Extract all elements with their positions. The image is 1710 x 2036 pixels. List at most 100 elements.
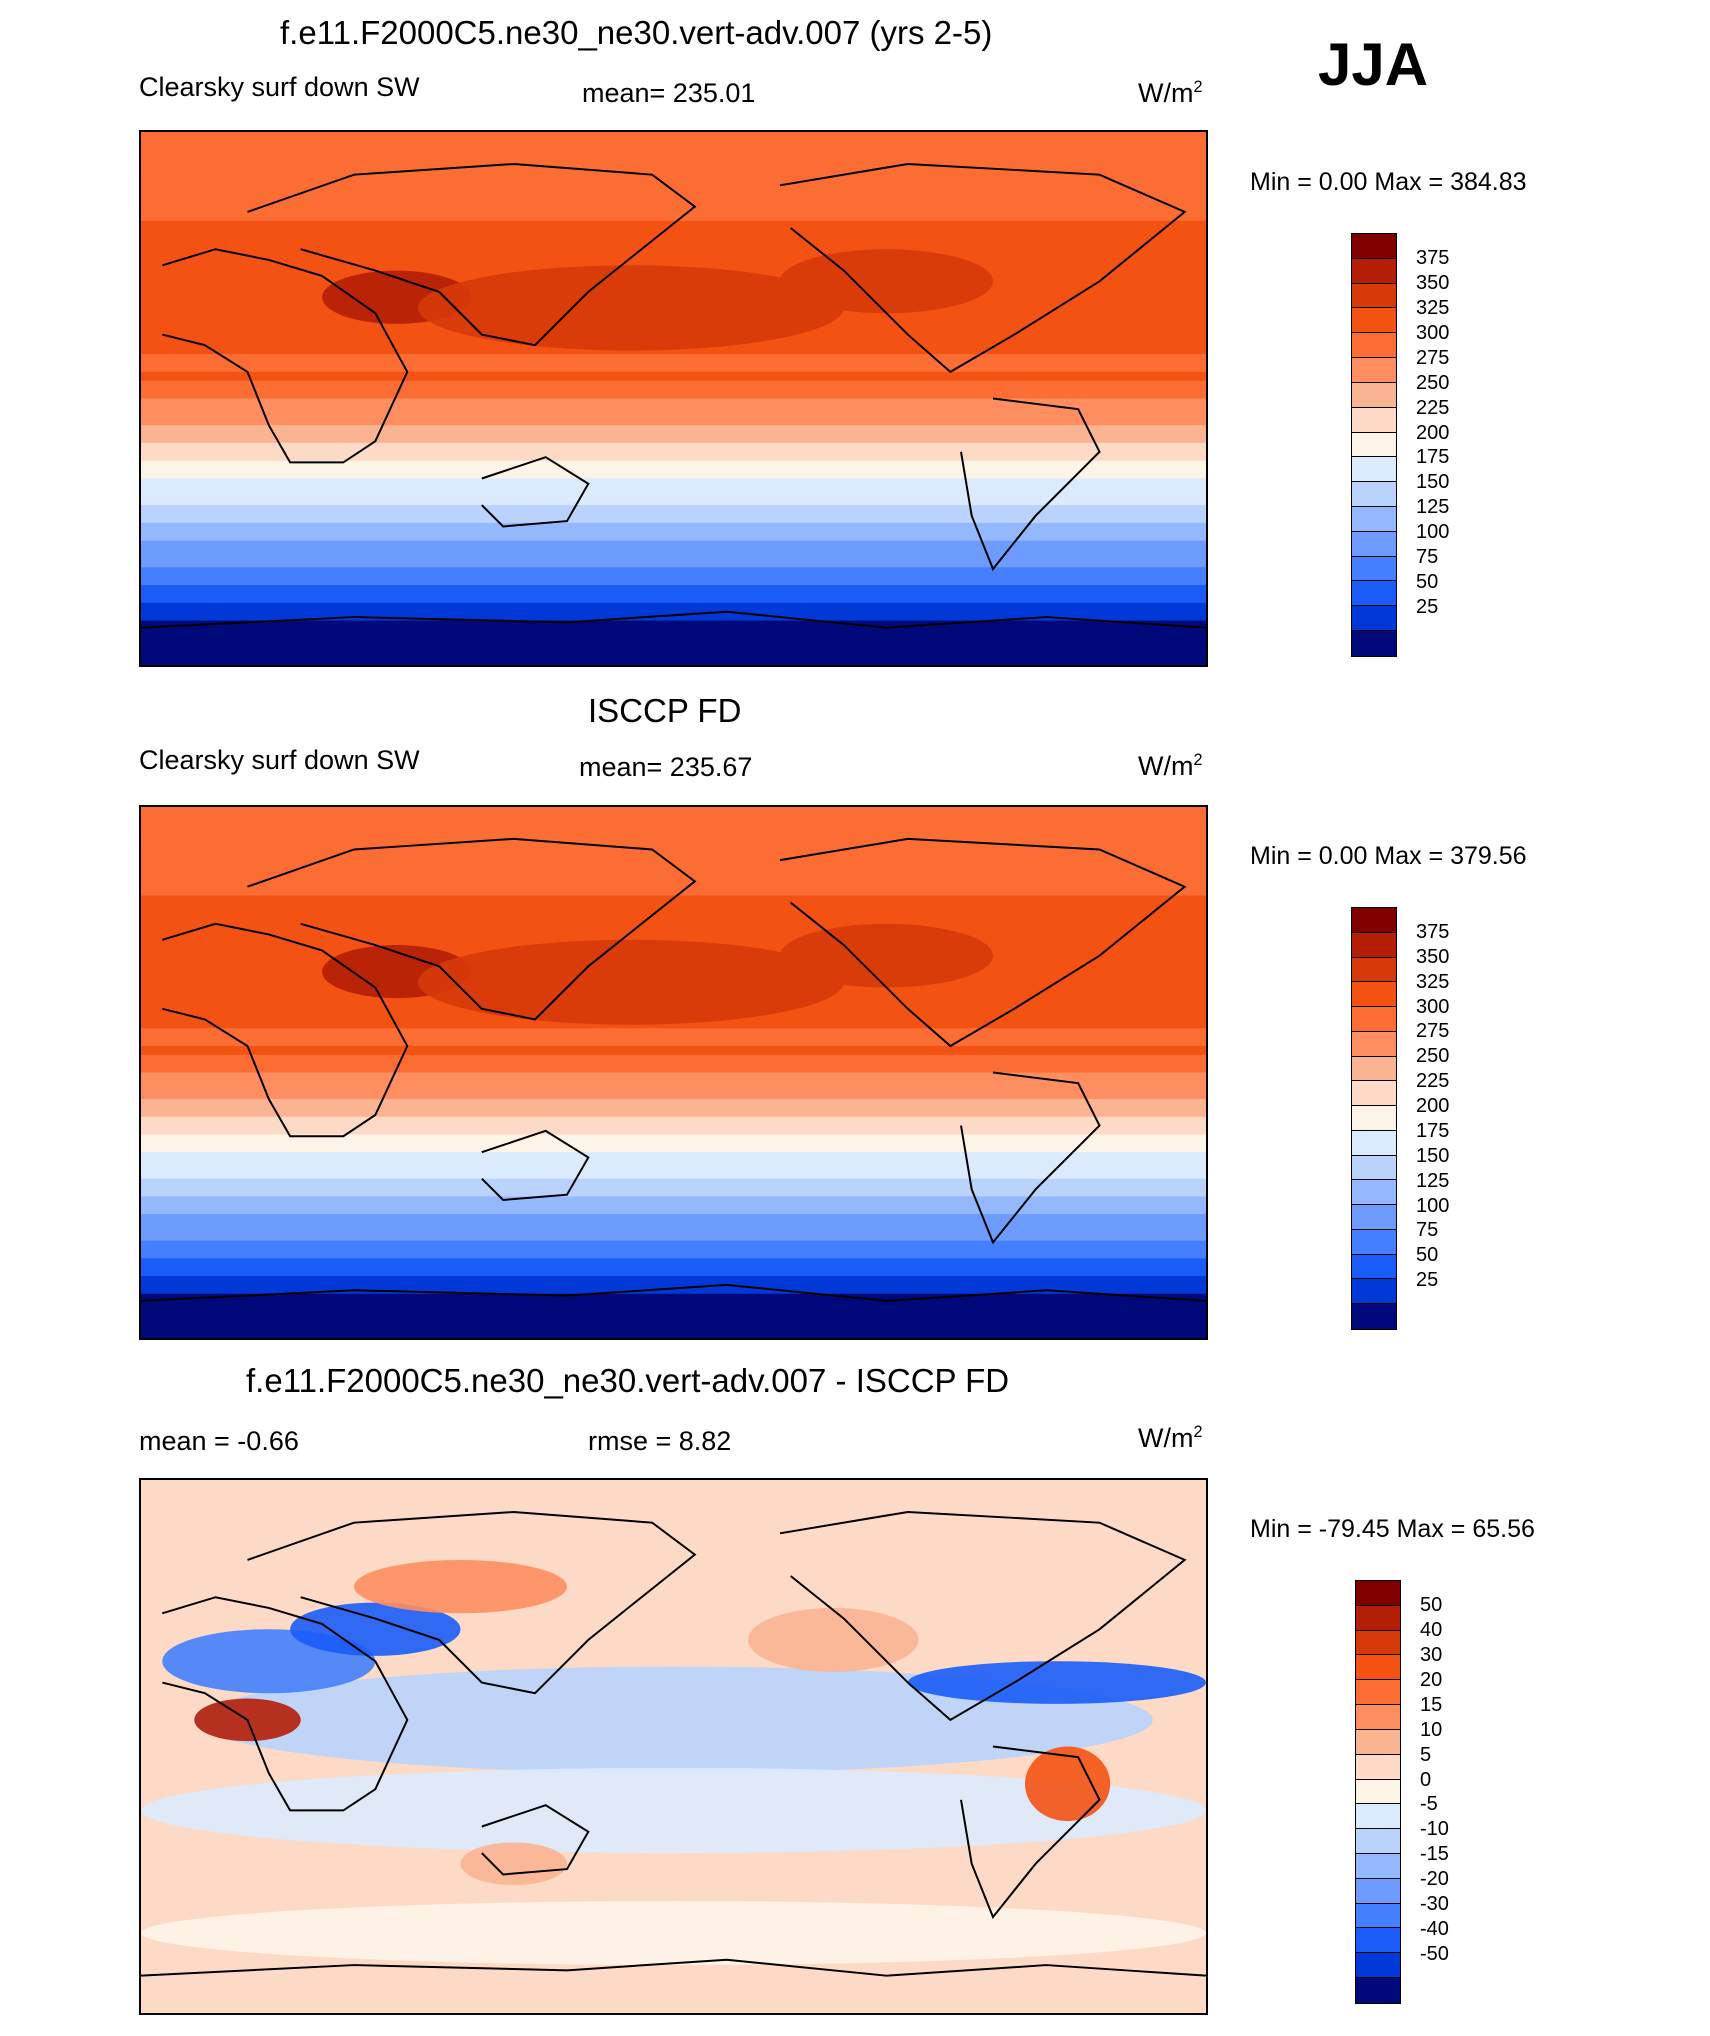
colorbar-tick-label: 10 (1420, 1718, 1443, 1741)
field-band (141, 638, 1206, 649)
colorbar-tick-label: 100 (1416, 521, 1450, 544)
panel-1-field (141, 132, 1206, 665)
field-blob (354, 1559, 567, 1614)
panel-2-map (139, 805, 1208, 1340)
colorbar-tick-label: 250 (1416, 371, 1450, 394)
colorbar-segment (1352, 1180, 1396, 1205)
coastline (141, 1283, 1206, 1302)
colorbar-segment (1352, 1205, 1396, 1230)
colorbar-segment (1352, 482, 1396, 507)
field-band (141, 247, 1206, 258)
panel-2-field (141, 807, 1206, 1338)
field-band (141, 842, 1206, 853)
colorbar-segment (1352, 606, 1396, 631)
field-band (141, 469, 1206, 480)
colorbar-segment (1352, 1155, 1396, 1181)
coastline (779, 162, 1187, 374)
field-band (141, 1037, 1206, 1047)
colorbar-tick-label: 325 (1416, 970, 1450, 993)
field-band (141, 1196, 1206, 1207)
colorbar-tick-label: 350 (1416, 945, 1450, 968)
field-band (141, 460, 1206, 471)
colorbar-tick-label: 0 (1420, 1768, 1432, 1791)
field-band (141, 203, 1206, 213)
colorbar-tick-label: 5 (1420, 1743, 1432, 1766)
field-band (141, 1249, 1206, 1260)
colorbar-segment (1356, 1605, 1400, 1631)
colorbar-tick-label: 20 (1420, 1668, 1443, 1691)
field-band (141, 1222, 1206, 1233)
field-band (141, 434, 1206, 444)
field-band (141, 1329, 1206, 1338)
panel-2-title: ISCCP FD (588, 692, 742, 729)
panel-1-mean-label: mean= 235.01 (582, 78, 756, 108)
colorbar-segment (1356, 1779, 1400, 1805)
coastline (162, 248, 409, 464)
colorbar-segment (1356, 1804, 1400, 1830)
field-band (141, 398, 1206, 409)
colorbar-tick-label: 225 (1416, 396, 1450, 419)
field-band (141, 531, 1206, 542)
colorbar-tick-label: 375 (1416, 246, 1450, 269)
colorbar-tick-label: 25 (1416, 1269, 1439, 1292)
field-band (141, 886, 1206, 897)
field-band (141, 1205, 1206, 1216)
field-bands (141, 807, 1206, 1338)
field-band (141, 1240, 1206, 1251)
field-band (141, 229, 1206, 240)
season-label: JJA (1318, 31, 1429, 98)
field-band (141, 620, 1206, 631)
field-blob (141, 1767, 1206, 1854)
field-band (141, 877, 1206, 888)
field-band (141, 558, 1206, 569)
coastline (481, 1804, 590, 1876)
colorbar-tick-label: 75 (1416, 1219, 1439, 1242)
panel-3-rmse-label: rmse = 8.82 (588, 1426, 732, 1456)
colorbar-segment (1352, 932, 1396, 958)
field-band (141, 1019, 1206, 1030)
field-band (141, 1231, 1206, 1242)
field-bands (141, 1480, 1206, 2013)
field-band (141, 1116, 1206, 1127)
colorbar-segment (1352, 1229, 1396, 1255)
field-blob (417, 265, 844, 351)
field-band (141, 593, 1206, 604)
coastline (141, 1958, 1206, 1977)
field-band (141, 1099, 1206, 1109)
coastline (960, 1071, 1101, 1245)
colorbar-tick-label: 125 (1416, 496, 1450, 519)
colorbar-segment (1352, 333, 1396, 359)
colorbar-segment (1352, 506, 1396, 532)
field-band (141, 354, 1206, 364)
field-band (141, 416, 1206, 427)
field-band (141, 371, 1206, 382)
field-band (141, 1081, 1206, 1092)
field-band (141, 815, 1206, 826)
coastline (960, 1745, 1101, 1919)
field-blob (907, 1661, 1206, 1704)
colorbar-segment (1356, 1729, 1400, 1755)
colorbar-tick-label: 50 (1420, 1593, 1443, 1616)
field-band (141, 1107, 1206, 1118)
panel-3-mean-label: mean = -0.66 (139, 1426, 299, 1456)
colorbar-tick-label: 100 (1416, 1194, 1450, 1217)
field-band (141, 647, 1206, 658)
colorbar-segment (1356, 1928, 1400, 1954)
colorbar-segment (1352, 1106, 1396, 1131)
colorbar-segment (1352, 234, 1396, 259)
field-blob (748, 1607, 919, 1672)
colorbar-segment (1356, 1878, 1400, 1904)
panel-1-units: W/m2 (1138, 78, 1203, 108)
field-band (141, 1258, 1206, 1269)
field-band (141, 611, 1206, 622)
colorbar-tick-label: 200 (1416, 1095, 1450, 1118)
colorbar-tick-label: 225 (1416, 1070, 1450, 1093)
field-band (141, 1284, 1206, 1295)
field-band (141, 1161, 1206, 1171)
colorbar-segment (1352, 957, 1396, 983)
field-band (141, 602, 1206, 613)
colorbar-segment (1352, 1279, 1396, 1304)
field-band (141, 1293, 1206, 1304)
field-band (141, 256, 1206, 267)
coastline (481, 456, 590, 528)
